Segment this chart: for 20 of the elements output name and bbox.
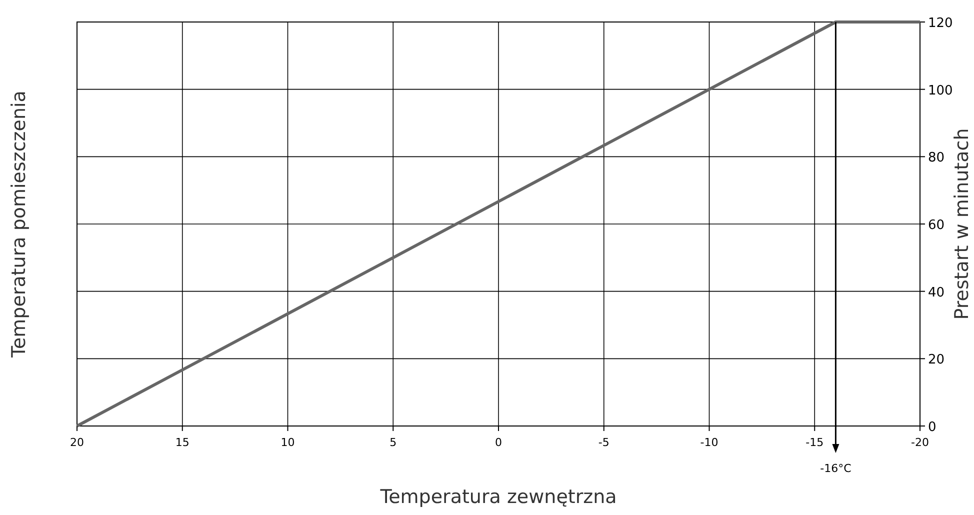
y2-tick-label: 60 — [928, 218, 945, 233]
x-tick-label: -20 — [911, 436, 929, 449]
y-axis-title: Temperatura pomieszczenia — [8, 90, 30, 358]
x-tick-label: -10 — [700, 436, 718, 449]
x-tick-label: 20 — [70, 436, 84, 449]
y2-tick-label: 0 — [928, 420, 936, 435]
x-tick-label: -5 — [598, 436, 610, 449]
x-axis-title: Temperatura zewnętrzna — [379, 486, 617, 508]
y2-axis-title: Prestart w minutach — [951, 128, 973, 320]
y2-tick-label: 20 — [928, 352, 945, 368]
y2-tick-label: 120 — [928, 16, 953, 31]
x-tick-label: 0 — [495, 436, 502, 449]
ref-line-label: -16°C — [820, 462, 852, 475]
x-tick-label: 15 — [175, 436, 190, 449]
x-tick-label: -15 — [806, 436, 824, 449]
x-tick-label: 5 — [390, 436, 397, 449]
y2-tick-label: 80 — [928, 150, 945, 166]
x-tick-label: 10 — [280, 436, 295, 449]
y2-tick-label: 40 — [928, 285, 945, 300]
y2-tick-label: 100 — [928, 83, 953, 98]
